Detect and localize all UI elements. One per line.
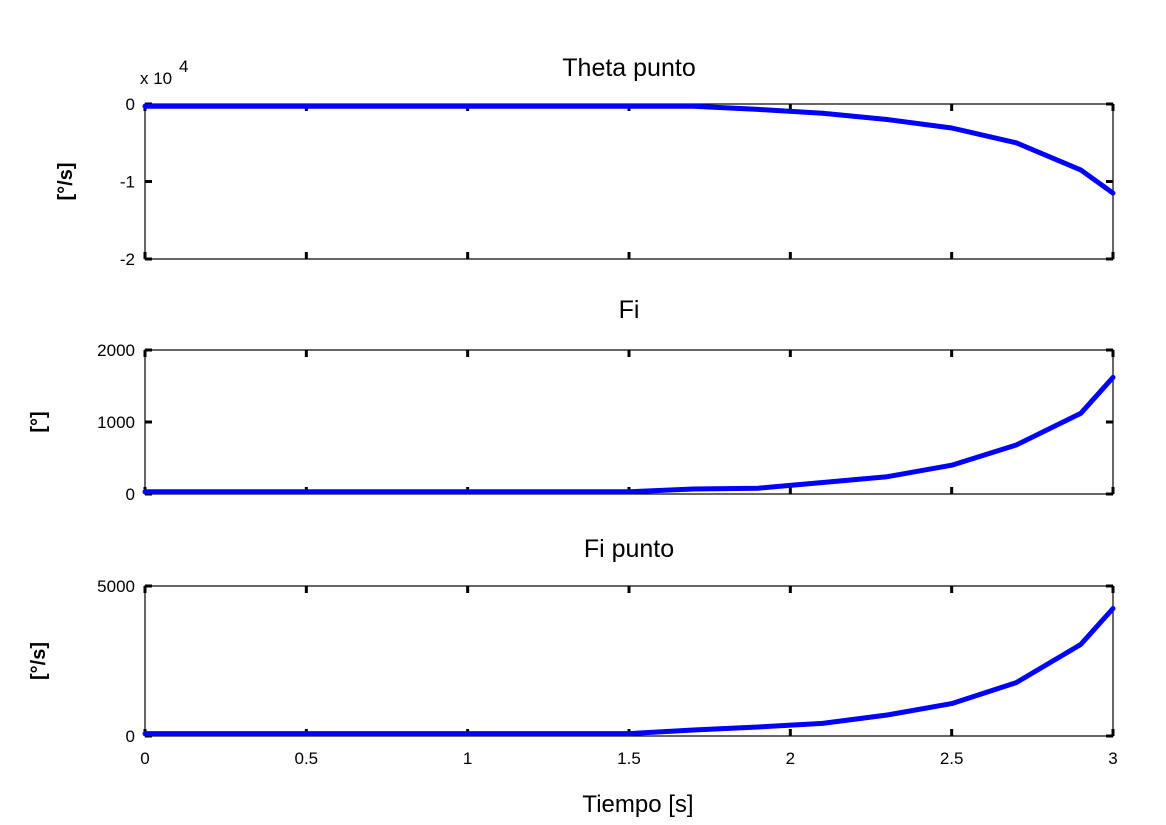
panel-3-xtick-label-0: 0 bbox=[140, 749, 149, 768]
panel-1-ytick-label-0: 0 bbox=[126, 95, 135, 114]
panel-1-series-line-0 bbox=[142, 103, 1116, 196]
x-axis-label: Tiempo [s] bbox=[582, 791, 693, 818]
panel-2-ytick-label-0: 0 bbox=[126, 485, 135, 504]
panel-3-axes-box bbox=[144, 585, 1114, 737]
panel-2-series-line-0 bbox=[142, 374, 1116, 495]
panel-3-ytick-label-0: 0 bbox=[126, 727, 135, 746]
panel-3-series-line-0 bbox=[142, 606, 1116, 737]
panel-1-ytick-label-1: -1 bbox=[120, 173, 135, 192]
panel-3-xtick-label-5: 2.5 bbox=[940, 749, 964, 768]
panel-2-ytick-label-2: 2000 bbox=[97, 341, 135, 360]
panel-3-ylabel: [°/s] bbox=[28, 642, 50, 680]
panel-2-ylabel: [°] bbox=[28, 411, 50, 432]
panel-2-title: Fi bbox=[619, 296, 640, 324]
panel-3-title: Fi punto bbox=[584, 535, 674, 563]
panel-1-title: Theta punto bbox=[562, 54, 695, 82]
panel-2-axes-box bbox=[144, 349, 1114, 495]
panel-1-exponent-power: 4 bbox=[179, 57, 188, 76]
panel-3-xtick-label-2: 1 bbox=[463, 749, 472, 768]
panel-2-ytick-label-1: 1000 bbox=[97, 413, 135, 432]
panel-1-ytick-label-2: -2 bbox=[120, 250, 135, 269]
panel-3-xtick-label-1: 0.5 bbox=[295, 749, 319, 768]
panel-3-xtick-label-4: 2 bbox=[786, 749, 795, 768]
panel-3-xtick-label-6: 3 bbox=[1108, 749, 1117, 768]
panel-1-ylabel: [°/s] bbox=[55, 163, 77, 201]
panel-3-xtick-label-3: 1.5 bbox=[617, 749, 641, 768]
panel-1-exponent-base: x 10 bbox=[140, 69, 172, 88]
panel-1-axes-box bbox=[144, 103, 1114, 260]
panel-3-ytick-label-1: 5000 bbox=[97, 577, 135, 596]
